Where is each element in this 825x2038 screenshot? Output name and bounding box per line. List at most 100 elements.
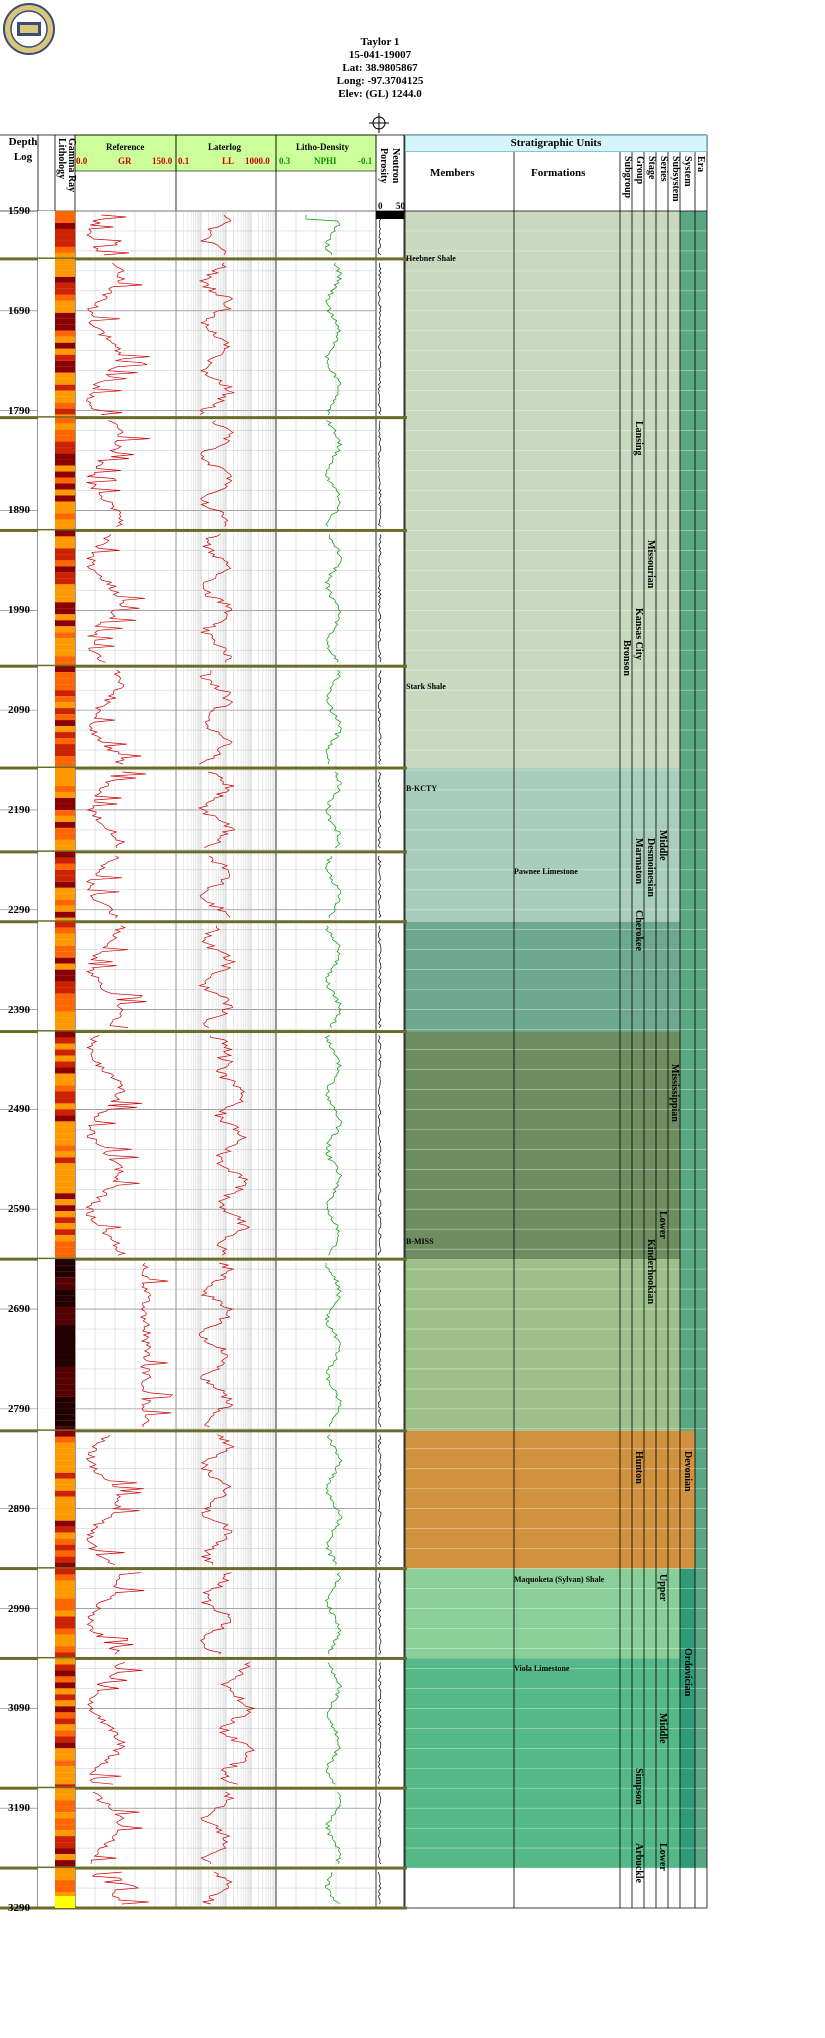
- gamma-ray-cell: [55, 963, 75, 970]
- gamma-ray-cell: [55, 869, 75, 876]
- lithology-cell: [38, 372, 55, 379]
- strat-unit-label: Simpson: [633, 1768, 644, 1805]
- lithology-cell: [38, 1700, 55, 1707]
- lithology-cell: [38, 1348, 55, 1355]
- gamma-ray-cell: [55, 270, 75, 277]
- gamma-ray-cell: [55, 1079, 75, 1086]
- lithology-cell: [38, 1724, 55, 1731]
- depth-label: 1690: [8, 304, 30, 317]
- gamma-ray-cell: [55, 519, 75, 526]
- lithology-cell: [38, 465, 55, 472]
- lithology-cell: [38, 1730, 55, 1737]
- lithology-cell: [38, 1127, 55, 1134]
- depth-title: Depth: [8, 136, 38, 148]
- lithology-cell: [38, 513, 55, 520]
- gr-curve: [139, 1262, 174, 1428]
- gamma-ray-cell: [55, 1800, 75, 1807]
- gamma-ray-cell: [55, 1043, 75, 1050]
- lithology-cell: [38, 684, 55, 691]
- lithology-cell: [38, 1436, 55, 1443]
- gamma-ray-cell: [55, 1676, 75, 1683]
- lithology-cell: [38, 726, 55, 733]
- lithology-cell: [38, 1073, 55, 1080]
- gamma-ray-cell: [55, 678, 75, 685]
- gamma-ray-cell: [55, 536, 75, 543]
- gamma-ray-cell: [55, 1017, 75, 1024]
- porosity-curve: [377, 1572, 382, 1655]
- gamma-ray-cell: [55, 489, 75, 496]
- lithology-cell: [38, 1103, 55, 1110]
- gamma-ray-cell: [55, 240, 75, 247]
- strat-unit-label: Mississippian: [669, 1064, 680, 1123]
- lithology-cell: [38, 1682, 55, 1689]
- lithology-cell: [38, 1472, 55, 1479]
- members-header: Members: [430, 167, 475, 179]
- mississippian-band: [405, 1031, 695, 1260]
- gr-curve: [86, 420, 150, 527]
- gamma-ray-cell: [55, 1169, 75, 1176]
- gamma-ray-cell: [55, 402, 75, 409]
- depth-label: 2090: [8, 704, 30, 717]
- gamma-ray-cell: [55, 447, 75, 454]
- strat-unit-label: Missourian: [645, 540, 656, 589]
- gamma-ray-cell: [55, 905, 75, 912]
- core-break-bar: [0, 1656, 407, 1660]
- strat-unit-label: Lower: [657, 1843, 668, 1871]
- gamma-ray-cell: [55, 1544, 75, 1551]
- core-break-bar: [0, 1257, 407, 1261]
- gamma-ray-cell: [55, 1139, 75, 1146]
- gamma-ray-cell: [55, 1217, 75, 1224]
- nphi-curve: [324, 1572, 342, 1655]
- gamma-ray-cell: [55, 1892, 75, 1899]
- lithology-cell: [38, 1670, 55, 1677]
- lithology-cell: [38, 833, 55, 840]
- gamma-ray-cell: [55, 1055, 75, 1062]
- gamma-ray-cell: [55, 1307, 75, 1314]
- gamma-ray-cell: [55, 1574, 75, 1581]
- ordovician-system-band: [680, 1568, 695, 1869]
- lithology-cell: [38, 1163, 55, 1170]
- lithology-cell: [38, 318, 55, 325]
- gamma-ray-cell: [55, 429, 75, 436]
- lithology-cell: [38, 1538, 55, 1545]
- lithology-cell: [38, 899, 55, 906]
- gamma-ray-cell: [55, 453, 75, 460]
- porosity-curve: [377, 534, 382, 663]
- gamma-ray-cell: [55, 324, 75, 331]
- gamma-ray-cell: [55, 933, 75, 940]
- lithology-cell: [38, 402, 55, 409]
- lithology-cell: [38, 1466, 55, 1473]
- lithology-cell: [38, 863, 55, 870]
- gamma-ray-cell: [55, 1247, 75, 1254]
- gamma-ray-cell: [55, 626, 75, 633]
- lithology-cell: [38, 1139, 55, 1146]
- core-break-bar: [0, 766, 407, 770]
- gamma-ray-cell: [55, 423, 75, 430]
- lithology-cell: [38, 993, 55, 1000]
- lithology-cell: [38, 330, 55, 337]
- core-break-bar: [0, 1906, 407, 1910]
- gamma-ray-cell: [55, 1301, 75, 1308]
- lithology-cell: [38, 975, 55, 982]
- gamma-ray-cell: [55, 1145, 75, 1152]
- lithology-cell: [38, 1880, 55, 1887]
- gamma-ray-cell: [55, 1818, 75, 1825]
- gamma-ray-cell: [55, 1712, 75, 1719]
- lithology-cell: [38, 1430, 55, 1437]
- lithology-cell: [38, 1694, 55, 1701]
- lithology-cell: [38, 1151, 55, 1158]
- gamma-ray-cell: [55, 342, 75, 349]
- lithology-cell: [38, 294, 55, 301]
- gamma-ray-cell: [55, 738, 75, 745]
- gamma-ray-cell: [55, 969, 75, 976]
- ll-curve: [200, 534, 233, 663]
- gamma-ray-cell: [55, 1484, 75, 1491]
- lithology-cell: [38, 1390, 55, 1397]
- porosity-curve: [377, 1035, 382, 1256]
- lithology-cell: [38, 1331, 55, 1338]
- lithology-cell: [38, 620, 55, 627]
- lithology-cell: [38, 211, 55, 217]
- lithology-cell: [38, 507, 55, 514]
- lithology-cell: [38, 921, 55, 928]
- lithology-cell: [38, 963, 55, 970]
